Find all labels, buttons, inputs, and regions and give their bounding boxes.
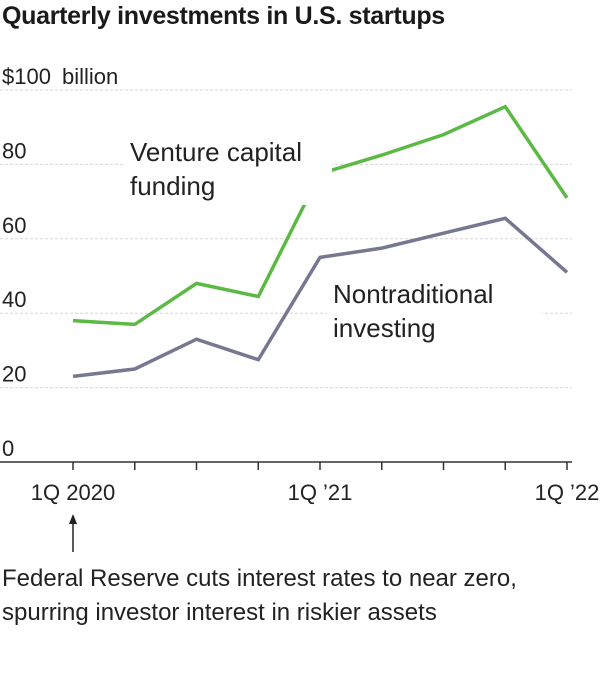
y-tick-label: $100	[2, 64, 51, 89]
x-tick-label: 1Q ’21	[288, 480, 353, 505]
y-tick-label: 80	[2, 138, 26, 163]
series-label-bg	[327, 275, 542, 347]
y-tick-label: 40	[2, 287, 26, 312]
series-label: Nontraditional	[333, 279, 493, 309]
y-unit-label: billion	[62, 64, 118, 89]
chart-title: Quarterly investments in U.S. startups	[2, 2, 445, 30]
y-tick-label: 60	[2, 213, 26, 238]
annotation-text: Federal Reserve cuts interest rates to n…	[2, 565, 517, 626]
y-tick-label: 20	[2, 362, 26, 387]
series-label: funding	[130, 171, 215, 201]
x-tick-label: 1Q ’22	[535, 480, 600, 505]
series-label-bg	[124, 133, 332, 205]
x-tick-label: 1Q 2020	[31, 480, 115, 505]
axes: 0 20 40 60 80 $100 billion 1Q 2020 1Q ’21 1Q ’22	[0, 64, 599, 552]
series-label: Venture capital	[130, 137, 302, 167]
y-tick-label: 0	[2, 436, 14, 461]
annotation-arrow-head	[69, 514, 77, 524]
series-label: investing	[333, 313, 436, 343]
series-labels: Venture capital funding Nontraditional inve…	[124, 133, 542, 347]
